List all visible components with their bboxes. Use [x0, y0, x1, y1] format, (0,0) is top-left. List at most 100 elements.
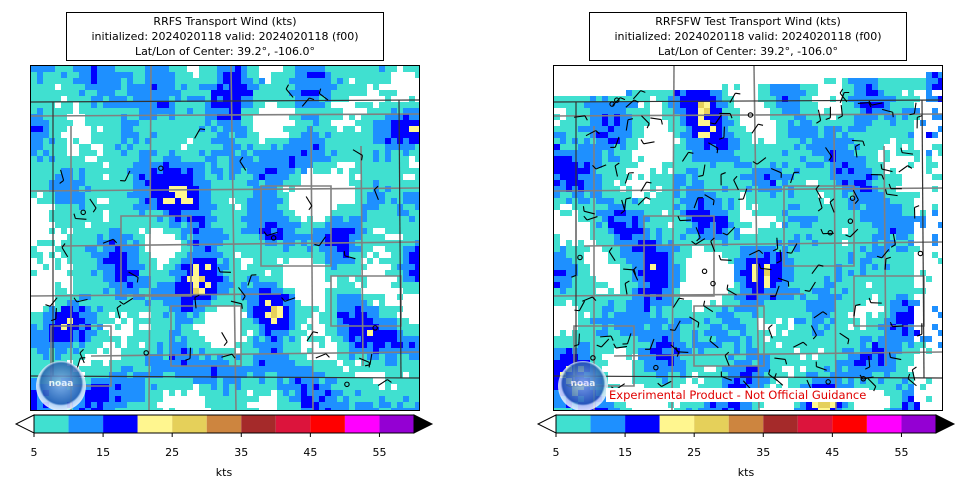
- boundary-line: [31, 113, 419, 117]
- wind-barbs: [566, 88, 924, 394]
- wind-barb-flag: [285, 84, 290, 90]
- wind-barb: [825, 147, 833, 157]
- boundary-line: [883, 145, 887, 367]
- experimental-product-label: Experimental Product - Not Official Guid…: [606, 388, 870, 402]
- wind-barb: [306, 331, 314, 342]
- wind-barb-flag: [679, 297, 685, 300]
- wind-barb: [578, 333, 580, 345]
- colorbar-bin: [728, 415, 764, 433]
- wind-barb-flag: [726, 284, 729, 290]
- wind-barb: [637, 196, 647, 206]
- wind-barb: [777, 277, 789, 283]
- wind-barb-flag: [231, 353, 236, 359]
- wind-barb: [890, 356, 902, 361]
- wind-barb-flag: [914, 205, 920, 209]
- wind-barb: [911, 369, 916, 381]
- wind-barb: [693, 197, 699, 209]
- county-boundaries: [554, 66, 942, 410]
- wind-barb: [623, 198, 627, 210]
- wind-barb-flag: [862, 140, 865, 147]
- wind-barb: [49, 297, 58, 307]
- wind-barb: [621, 199, 626, 211]
- wind-barb: [116, 307, 121, 319]
- wind-barb: [377, 379, 388, 387]
- calm-wind-marker: [847, 218, 854, 224]
- wind-barb-flag: [314, 243, 320, 247]
- wind-barb: [624, 172, 630, 184]
- wind-barb-flag: [646, 181, 652, 184]
- wind-barb: [624, 283, 628, 295]
- wind-barb-flag: [815, 184, 820, 190]
- wind-barb-flag: [361, 155, 363, 161]
- wind-barb-flag: [868, 297, 872, 303]
- wind-barb-flag: [718, 137, 725, 140]
- wind-barb: [640, 181, 647, 192]
- left-colorbar-units: kts: [215, 466, 233, 479]
- wind-barb: [851, 139, 863, 142]
- wind-barb: [352, 149, 363, 156]
- wind-barb-flag: [817, 207, 823, 212]
- wind-barb-flag: [584, 115, 588, 121]
- wind-barb: [674, 320, 681, 331]
- wind-barb-flag: [865, 366, 870, 370]
- wind-barb-flag: [868, 102, 872, 108]
- wind-barb-flag: [873, 386, 877, 392]
- wind-barb: [840, 105, 843, 117]
- wind-barb-flag: [881, 174, 885, 180]
- wind-barb: [677, 351, 689, 353]
- colorbar-tick-label: 5: [552, 446, 560, 459]
- colorbar-bin: [34, 415, 69, 433]
- colorbar-bin: [763, 415, 798, 433]
- wind-barb: [709, 340, 719, 349]
- noaa-logo-icon: noaa: [36, 361, 86, 410]
- wind-barb-flag: [645, 196, 651, 200]
- state-boundaries: [31, 99, 419, 379]
- wind-barb-flag: [241, 303, 243, 309]
- wind-barb: [839, 92, 845, 103]
- wind-barb-flag: [657, 382, 662, 387]
- wind-barb: [79, 352, 85, 364]
- right-title: RRFSFW Test Transport Wind (kts): [655, 15, 841, 28]
- wind-barb: [721, 376, 732, 381]
- wind-barb-flag: [912, 366, 917, 371]
- wind-barb-flag: [613, 343, 617, 349]
- boundary-line: [833, 125, 837, 410]
- colorbar-tick-label: 35: [234, 446, 249, 459]
- wind-barb-flag: [710, 122, 716, 125]
- wind-barb-flag: [387, 379, 392, 383]
- calm-wind-marker: [80, 209, 86, 216]
- wind-barb-flag: [116, 304, 122, 309]
- wind-barb: [230, 300, 242, 305]
- wind-barb-flag: [677, 215, 681, 221]
- wind-barb: [748, 249, 760, 256]
- wind-barb: [238, 287, 246, 297]
- boundary-line: [31, 293, 282, 297]
- colorbar-bin: [172, 415, 207, 433]
- boundary-line: [783, 185, 855, 267]
- wind-barb-flag: [890, 244, 896, 248]
- wind-barb: [853, 305, 857, 317]
- wind-barb-flag: [768, 324, 773, 329]
- wind-barb-flag: [784, 359, 788, 365]
- wind-barb: [625, 119, 629, 131]
- wind-barb: [726, 226, 736, 236]
- boundary-line: [613, 351, 942, 357]
- wind-barb: [703, 305, 714, 313]
- wind-barb: [672, 297, 680, 308]
- boundary-line: [120, 215, 192, 297]
- wind-barb: [614, 136, 620, 148]
- colorbar-tick-label: 25: [165, 446, 180, 459]
- wind-barb: [608, 251, 616, 262]
- wind-barb: [818, 197, 823, 209]
- wind-barb: [285, 88, 294, 98]
- wind-barb-flag: [712, 200, 715, 206]
- colorbar-tick-label: 15: [96, 446, 111, 459]
- calm-wind-marker: [158, 165, 164, 172]
- wind-barb-flag: [633, 269, 637, 275]
- wind-barb-flag: [59, 179, 64, 184]
- wind-barb: [886, 193, 898, 197]
- wind-barb-flag: [325, 353, 330, 358]
- left-init-valid: initialized: 2024020118 valid: 202402011…: [91, 30, 359, 43]
- wind-barb-flag: [697, 322, 700, 328]
- wind-barb: [318, 236, 327, 246]
